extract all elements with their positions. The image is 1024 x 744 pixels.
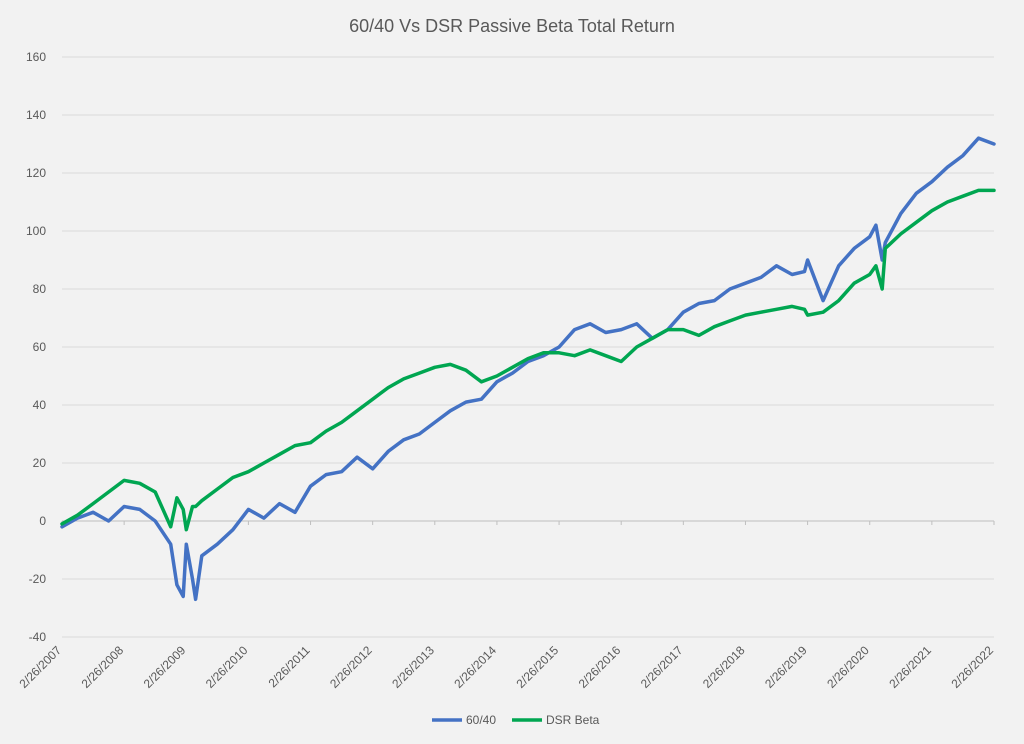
y-tick-label: 100 (26, 224, 46, 238)
series-line-0 (60, 136, 996, 602)
x-tick-label: 2/26/2020 (824, 643, 872, 691)
x-tick-label: 2/26/2017 (638, 643, 686, 691)
x-tick-label: 2/26/2007 (16, 643, 64, 691)
y-tick-label: 140 (26, 108, 46, 122)
x-tick-label: 2/26/2022 (948, 643, 996, 691)
y-tick-label: -40 (29, 630, 47, 644)
y-tick-label: 60 (33, 340, 47, 354)
chart-title: 60/40 Vs DSR Passive Beta Total Return (349, 16, 675, 36)
x-tick-label: 2/26/2016 (576, 643, 624, 691)
x-tick-label: 2/26/2009 (141, 643, 189, 691)
legend-label: DSR Beta (546, 713, 600, 727)
x-tick-label: 2/26/2012 (327, 643, 375, 691)
x-axis-ticks: 2/26/2007 2/26/2008 2/26/2009 2/26/2010 2/26… (16, 521, 996, 691)
x-tick-label: 2/26/2008 (79, 643, 127, 691)
x-tick-label: 2/26/2019 (762, 643, 810, 691)
y-axis-ticks: -40 -20 0 20 40 60 80 100 120 140 160 (26, 50, 46, 644)
y-tick-label: 80 (33, 282, 47, 296)
x-tick-label: 2/26/2010 (203, 643, 251, 691)
y-tick-label: 40 (33, 398, 47, 412)
y-tick-label: 20 (33, 456, 47, 470)
y-tick-label: -20 (29, 572, 47, 586)
legend: 60/40 DSR Beta (432, 713, 600, 727)
y-tick-label: 0 (39, 514, 46, 528)
x-tick-label: 2/26/2013 (389, 643, 437, 691)
x-tick-label: 2/26/2018 (700, 643, 748, 691)
x-tick-label: 2/26/2011 (266, 643, 313, 690)
series-line-1 (60, 188, 996, 532)
x-tick-label: 2/26/2014 (451, 643, 499, 691)
legend-label: 60/40 (466, 713, 496, 727)
y-tick-label: 160 (26, 50, 46, 64)
gridlines (62, 56, 994, 638)
x-tick-label: 2/26/2015 (514, 643, 562, 691)
series-lines (60, 136, 996, 602)
x-tick-label: 2/26/2021 (886, 643, 934, 691)
y-tick-label: 120 (26, 166, 46, 180)
